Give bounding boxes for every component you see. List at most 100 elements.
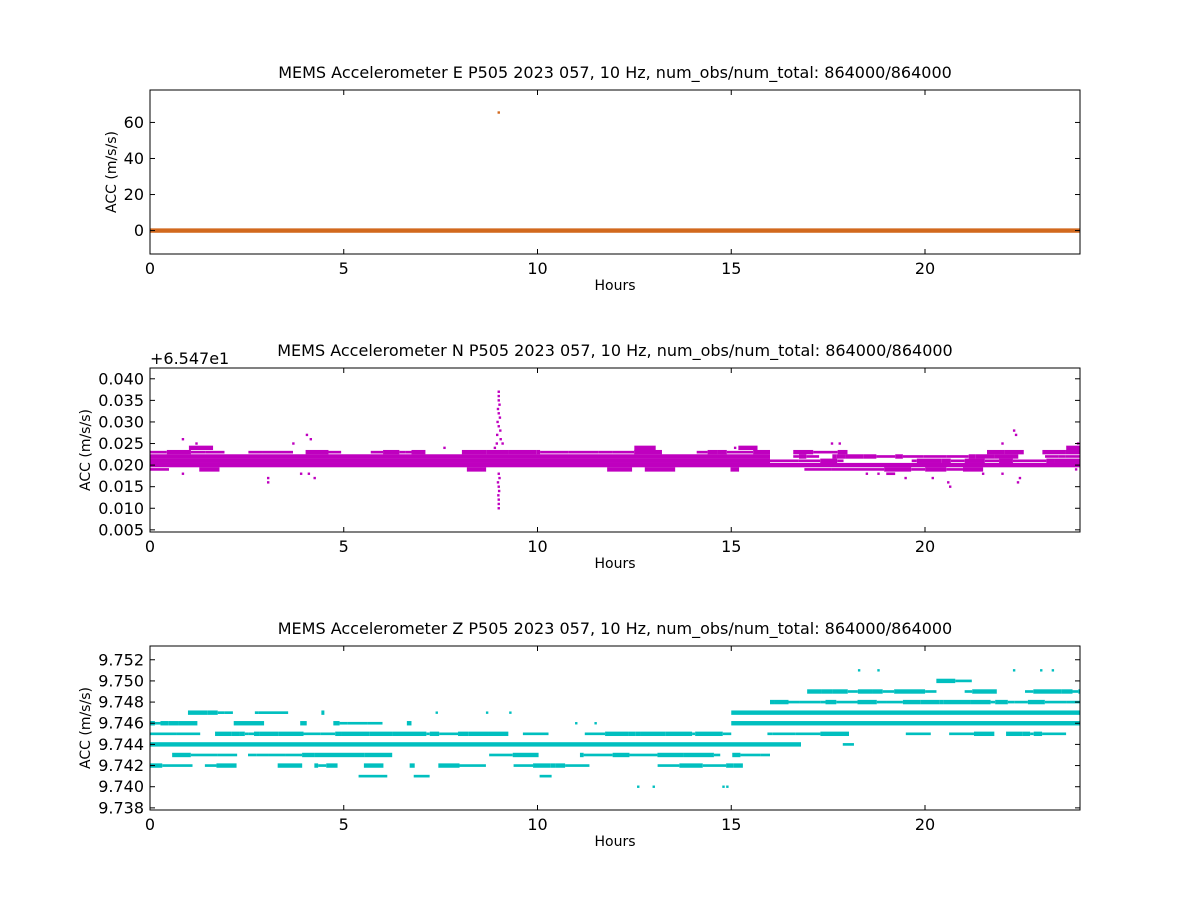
data-mark (876, 455, 896, 458)
data-mark (347, 721, 368, 725)
data-mark (863, 454, 877, 459)
data-mark (806, 455, 820, 458)
x-tick-label: 15 (721, 259, 741, 278)
data-point (575, 722, 578, 725)
data-mark (1066, 700, 1080, 704)
series-band (936, 678, 972, 684)
chart-title: MEMS Accelerometer E P505 2023 057, 10 H… (278, 63, 952, 83)
y-tick-label: 20 (124, 185, 144, 204)
data-mark (583, 753, 613, 757)
data-mark (713, 753, 721, 757)
data-mark (1033, 689, 1062, 694)
data-mark (318, 764, 327, 767)
data-point (931, 476, 934, 480)
series-band (406, 721, 412, 726)
y-tick-label: 40 (124, 149, 144, 168)
data-mark (707, 449, 718, 455)
data-mark (1014, 700, 1028, 704)
data-mark (644, 467, 676, 472)
data-mark (820, 700, 826, 704)
data-mark (770, 699, 775, 705)
data-mark (409, 763, 415, 768)
data-mark (946, 468, 963, 471)
y-tick-label: 0 (134, 221, 144, 240)
data-mark (328, 450, 342, 454)
data-mark (150, 732, 177, 736)
data-mark (612, 752, 630, 758)
data-mark (1022, 731, 1031, 737)
data-mark (468, 731, 489, 737)
data-point (313, 476, 316, 480)
data-mark (150, 468, 169, 471)
data-mark (799, 700, 821, 704)
data-point (498, 476, 501, 480)
data-mark (702, 764, 727, 767)
data-point (1001, 442, 1004, 445)
y-tick-label: 0.040 (98, 369, 144, 388)
data-mark (258, 711, 289, 714)
x-tick-label: 0 (145, 537, 155, 556)
data-point (1018, 476, 1022, 480)
data-point (1001, 472, 1004, 475)
data-mark (459, 764, 486, 767)
data-mark (696, 450, 708, 454)
data-mark (150, 228, 1080, 233)
data-mark (804, 468, 832, 471)
data-mark (166, 449, 191, 455)
data-mark (239, 731, 245, 737)
data-mark (512, 752, 539, 758)
data-mark (1025, 690, 1034, 693)
data-mark (972, 689, 997, 694)
data-mark (832, 454, 837, 459)
data-mark (836, 700, 858, 704)
x-tick-label: 5 (339, 259, 349, 278)
x-tick-label: 10 (527, 537, 547, 556)
data-mark (950, 459, 965, 463)
data-mark (150, 454, 770, 459)
data-mark (886, 700, 903, 704)
data-mark (256, 753, 269, 757)
data-mark (320, 732, 336, 736)
data-point (497, 399, 500, 402)
data-mark (1006, 731, 1023, 737)
data-mark (821, 689, 833, 694)
data-mark (419, 731, 427, 737)
data-mark (278, 731, 304, 737)
data-mark (634, 449, 662, 455)
data-mark (314, 763, 319, 768)
data-mark (248, 732, 255, 736)
series-band (807, 689, 1080, 694)
data-mark (731, 710, 1080, 715)
data-mark (657, 752, 684, 758)
data-mark (508, 449, 537, 455)
data-mark (733, 763, 743, 768)
data-mark (916, 458, 942, 463)
data-point (1016, 481, 1020, 484)
data-mark (1065, 449, 1080, 455)
data-point (309, 438, 313, 441)
data-mark (920, 699, 940, 705)
data-mark (1065, 455, 1080, 458)
data-mark (244, 732, 249, 736)
data-point (1040, 669, 1043, 672)
data-mark (231, 731, 240, 737)
x-tick-label: 5 (339, 537, 349, 556)
data-point (637, 785, 640, 788)
data-mark (894, 689, 926, 694)
data-mark (973, 731, 995, 737)
subplot-z: 0 5 10 15 20 9.738 9.740 9.742 9.744 9.746 9.748 9.… (78, 619, 1081, 850)
data-mark (363, 763, 384, 768)
data-mark (176, 732, 201, 736)
data-mark (726, 450, 754, 454)
data-mark (568, 450, 599, 454)
data-mark (215, 731, 232, 737)
data-mark (876, 700, 887, 704)
data-point (726, 785, 729, 788)
series-band (770, 462, 1080, 468)
y-tick-label: 9.752 (98, 650, 144, 669)
data-point (495, 442, 499, 445)
data-mark (740, 753, 761, 757)
data-mark (207, 710, 218, 715)
data-point (496, 407, 500, 411)
y-tick-label: 60 (124, 113, 144, 132)
